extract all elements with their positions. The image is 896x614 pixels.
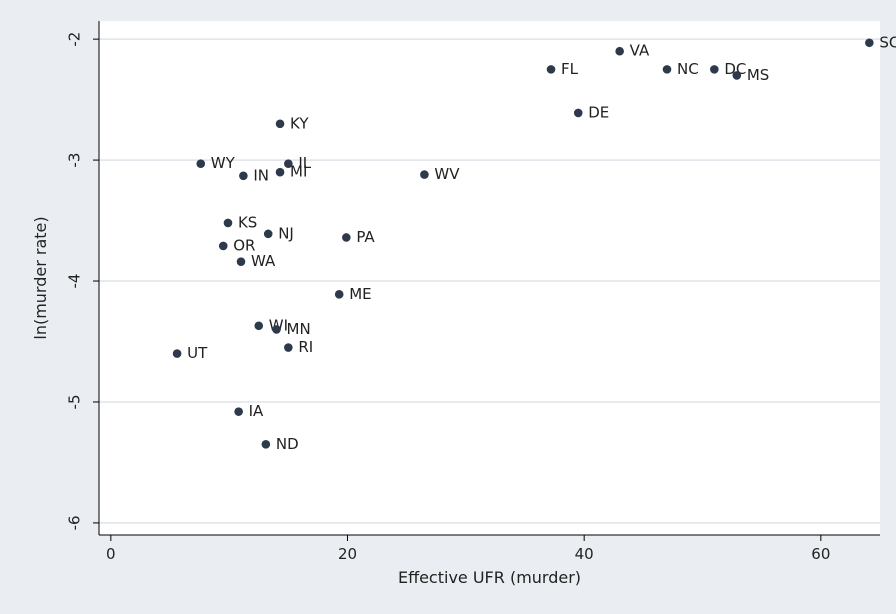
gridlines [99, 38, 880, 524]
point-label: ME [349, 285, 371, 303]
data-point [342, 233, 351, 242]
point-label: ND [276, 435, 299, 453]
point-label: UT [187, 344, 208, 362]
data-point [420, 170, 429, 179]
data-point [196, 159, 206, 169]
data-point [334, 290, 344, 299]
point-label: MN [287, 320, 311, 338]
data-point [234, 407, 243, 416]
x-tick-label: 60 [811, 545, 830, 563]
x-axis-title: Effective UFR (murder) [398, 568, 581, 587]
y-tick-label: -6 [66, 515, 84, 530]
data-point [865, 38, 874, 48]
data-point [275, 167, 285, 177]
data-point [254, 321, 264, 331]
point-label: FL [561, 60, 579, 78]
point-label: DE [588, 103, 609, 121]
data-point [236, 257, 246, 266]
data-point [272, 325, 281, 334]
data-point [275, 119, 285, 129]
data-point [239, 171, 248, 181]
point-label: NC [677, 60, 699, 78]
data-point [284, 343, 293, 352]
point-label: IL [298, 154, 311, 172]
point-label: KY [290, 114, 309, 132]
data-point [732, 71, 742, 80]
data-point [546, 65, 556, 74]
point-label: NJ [278, 224, 294, 242]
data-point [223, 218, 233, 228]
point-label: MI [290, 163, 307, 181]
x-tick-label: 40 [575, 545, 594, 563]
data-point [710, 65, 719, 74]
plot-area [99, 21, 880, 535]
point-label: OR [233, 236, 255, 254]
x-tick-label: 20 [338, 545, 357, 563]
point-label: WA [251, 252, 276, 270]
point-label: WY [211, 154, 236, 172]
point-label: IN [253, 166, 269, 184]
y-tick-label: -3 [66, 153, 84, 168]
data-point [662, 65, 672, 74]
data-point [615, 46, 624, 56]
data-point [263, 229, 273, 239]
ticks: -2 -3 -4 -5 -6 0 20 40 60 [66, 32, 831, 563]
point-label: DC [724, 60, 746, 78]
axes [98, 21, 880, 536]
data-point [172, 349, 182, 358]
data-point [218, 241, 228, 251]
data-point [284, 159, 293, 169]
y-tick-label: -5 [66, 394, 84, 409]
point-label: PA [356, 228, 375, 246]
point-label: RI [298, 338, 313, 356]
y-tick-label: -2 [66, 32, 84, 47]
data-point [573, 108, 583, 118]
y-tick-label: -4 [66, 274, 84, 289]
point-label: VA [630, 42, 650, 60]
point-label: KS [238, 213, 257, 231]
y-axis-title: ln(murder rate) [31, 216, 50, 339]
point-label: SC [879, 33, 896, 51]
data-point [261, 439, 271, 449]
point-label: WV [434, 165, 460, 183]
point-label: IA [249, 402, 264, 420]
x-tick-label: 0 [106, 545, 116, 563]
point-label: MS [747, 66, 769, 84]
